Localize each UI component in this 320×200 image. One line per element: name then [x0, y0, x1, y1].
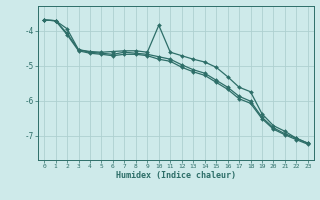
X-axis label: Humidex (Indice chaleur): Humidex (Indice chaleur)	[116, 171, 236, 180]
